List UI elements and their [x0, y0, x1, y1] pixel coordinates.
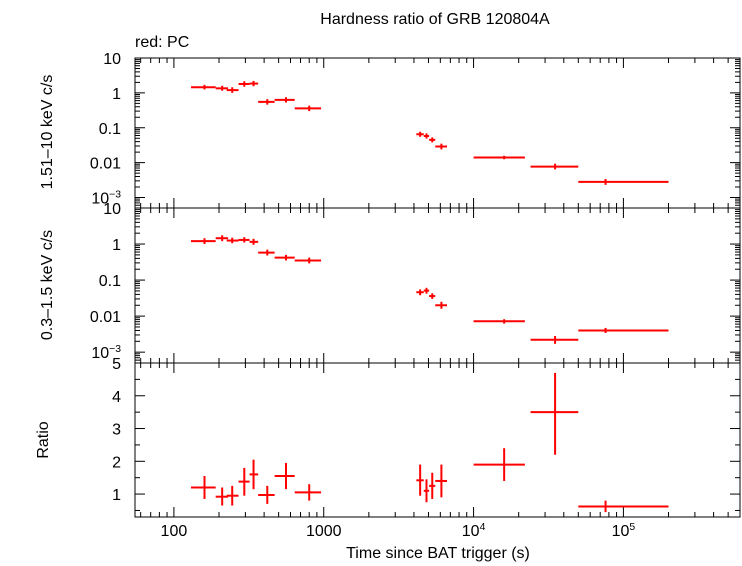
y-tick-label: 0.01 — [90, 156, 121, 173]
data-point — [530, 372, 579, 455]
panel-ratio: 1 2 3 4 5 Ratio — [35, 356, 741, 518]
panel-frame — [134, 207, 741, 364]
data-point — [435, 143, 448, 150]
data-point — [226, 485, 239, 506]
data-point — [190, 476, 216, 499]
data-point — [416, 131, 424, 137]
data-point — [530, 163, 579, 170]
data-point — [473, 319, 525, 324]
data-point — [249, 80, 259, 87]
panel-soft: 10 1 0.1 0.01 10−3 0.3–1.5 keV c/s — [39, 201, 741, 364]
data-point — [473, 448, 525, 481]
data-point — [226, 237, 239, 244]
data-point — [578, 327, 669, 333]
data-point — [294, 484, 322, 501]
data-point — [215, 235, 229, 242]
data-point — [274, 254, 295, 261]
data-point — [258, 485, 275, 504]
y-tick-label: 0.1 — [99, 273, 121, 290]
y-tick-label: 10 — [103, 51, 121, 68]
data-point — [423, 133, 430, 139]
data-point — [435, 301, 448, 309]
y-tick-label: 0.1 — [99, 121, 121, 138]
y-tick-label: 10−3 — [91, 344, 121, 362]
data-point — [578, 178, 669, 185]
data-point — [274, 97, 295, 103]
x-tick-label: 1000 — [306, 523, 342, 540]
data-point — [294, 105, 322, 112]
data-point — [190, 238, 216, 245]
data-point — [294, 257, 322, 264]
data-point — [473, 155, 525, 160]
data-point — [416, 464, 424, 496]
data-point — [238, 81, 250, 87]
data-point — [249, 238, 259, 245]
y-tick-label: 1 — [112, 237, 121, 254]
data-point — [249, 459, 259, 490]
data-point — [190, 84, 216, 90]
panel-hard: 10 1 0.1 0.01 10−3 1.51–10 keV c/s — [39, 51, 741, 209]
data-point — [416, 289, 424, 296]
x-axis-label: Time since BAT trigger (s) — [346, 545, 530, 562]
y-tick-label: 2 — [112, 454, 121, 471]
data-point — [258, 249, 275, 256]
data-point — [423, 287, 430, 294]
panel-frame — [134, 57, 741, 209]
y-tick-label: 10 — [103, 201, 121, 218]
y-axis-label: 0.3–1.5 keV c/s — [39, 230, 56, 340]
data-point — [215, 85, 229, 91]
y-tick-label: 1 — [112, 487, 121, 504]
y-tick-label: 5 — [112, 356, 121, 373]
data-point — [429, 137, 436, 143]
y-tick-label: 4 — [112, 389, 121, 406]
data-point — [435, 464, 448, 498]
data-point — [238, 237, 250, 243]
y-tick-label: 0.01 — [90, 309, 121, 326]
data-point — [429, 293, 436, 299]
y-tick-label: 3 — [112, 422, 121, 439]
data-point — [258, 99, 275, 105]
data-point — [578, 500, 669, 513]
legend-label: red: PC — [135, 34, 189, 51]
x-tick-label: 105 — [612, 522, 636, 540]
data-point — [429, 472, 436, 499]
data-point — [274, 462, 295, 490]
chart-title: Hardness ratio of GRB 120804A — [320, 11, 550, 28]
x-tick-label: 104 — [462, 522, 486, 540]
y-axis-label: 1.51–10 keV c/s — [39, 75, 56, 190]
y-tick-label: 1 — [112, 86, 121, 103]
panel-frame — [134, 362, 741, 518]
x-tick-label: 100 — [161, 523, 188, 540]
data-point — [215, 487, 229, 506]
data-point — [530, 336, 579, 344]
data-point — [226, 87, 239, 93]
y-axis-label: Ratio — [35, 421, 52, 458]
data-point — [238, 467, 250, 496]
y-tick-label: 10−3 — [91, 190, 121, 208]
data-point — [423, 479, 430, 503]
